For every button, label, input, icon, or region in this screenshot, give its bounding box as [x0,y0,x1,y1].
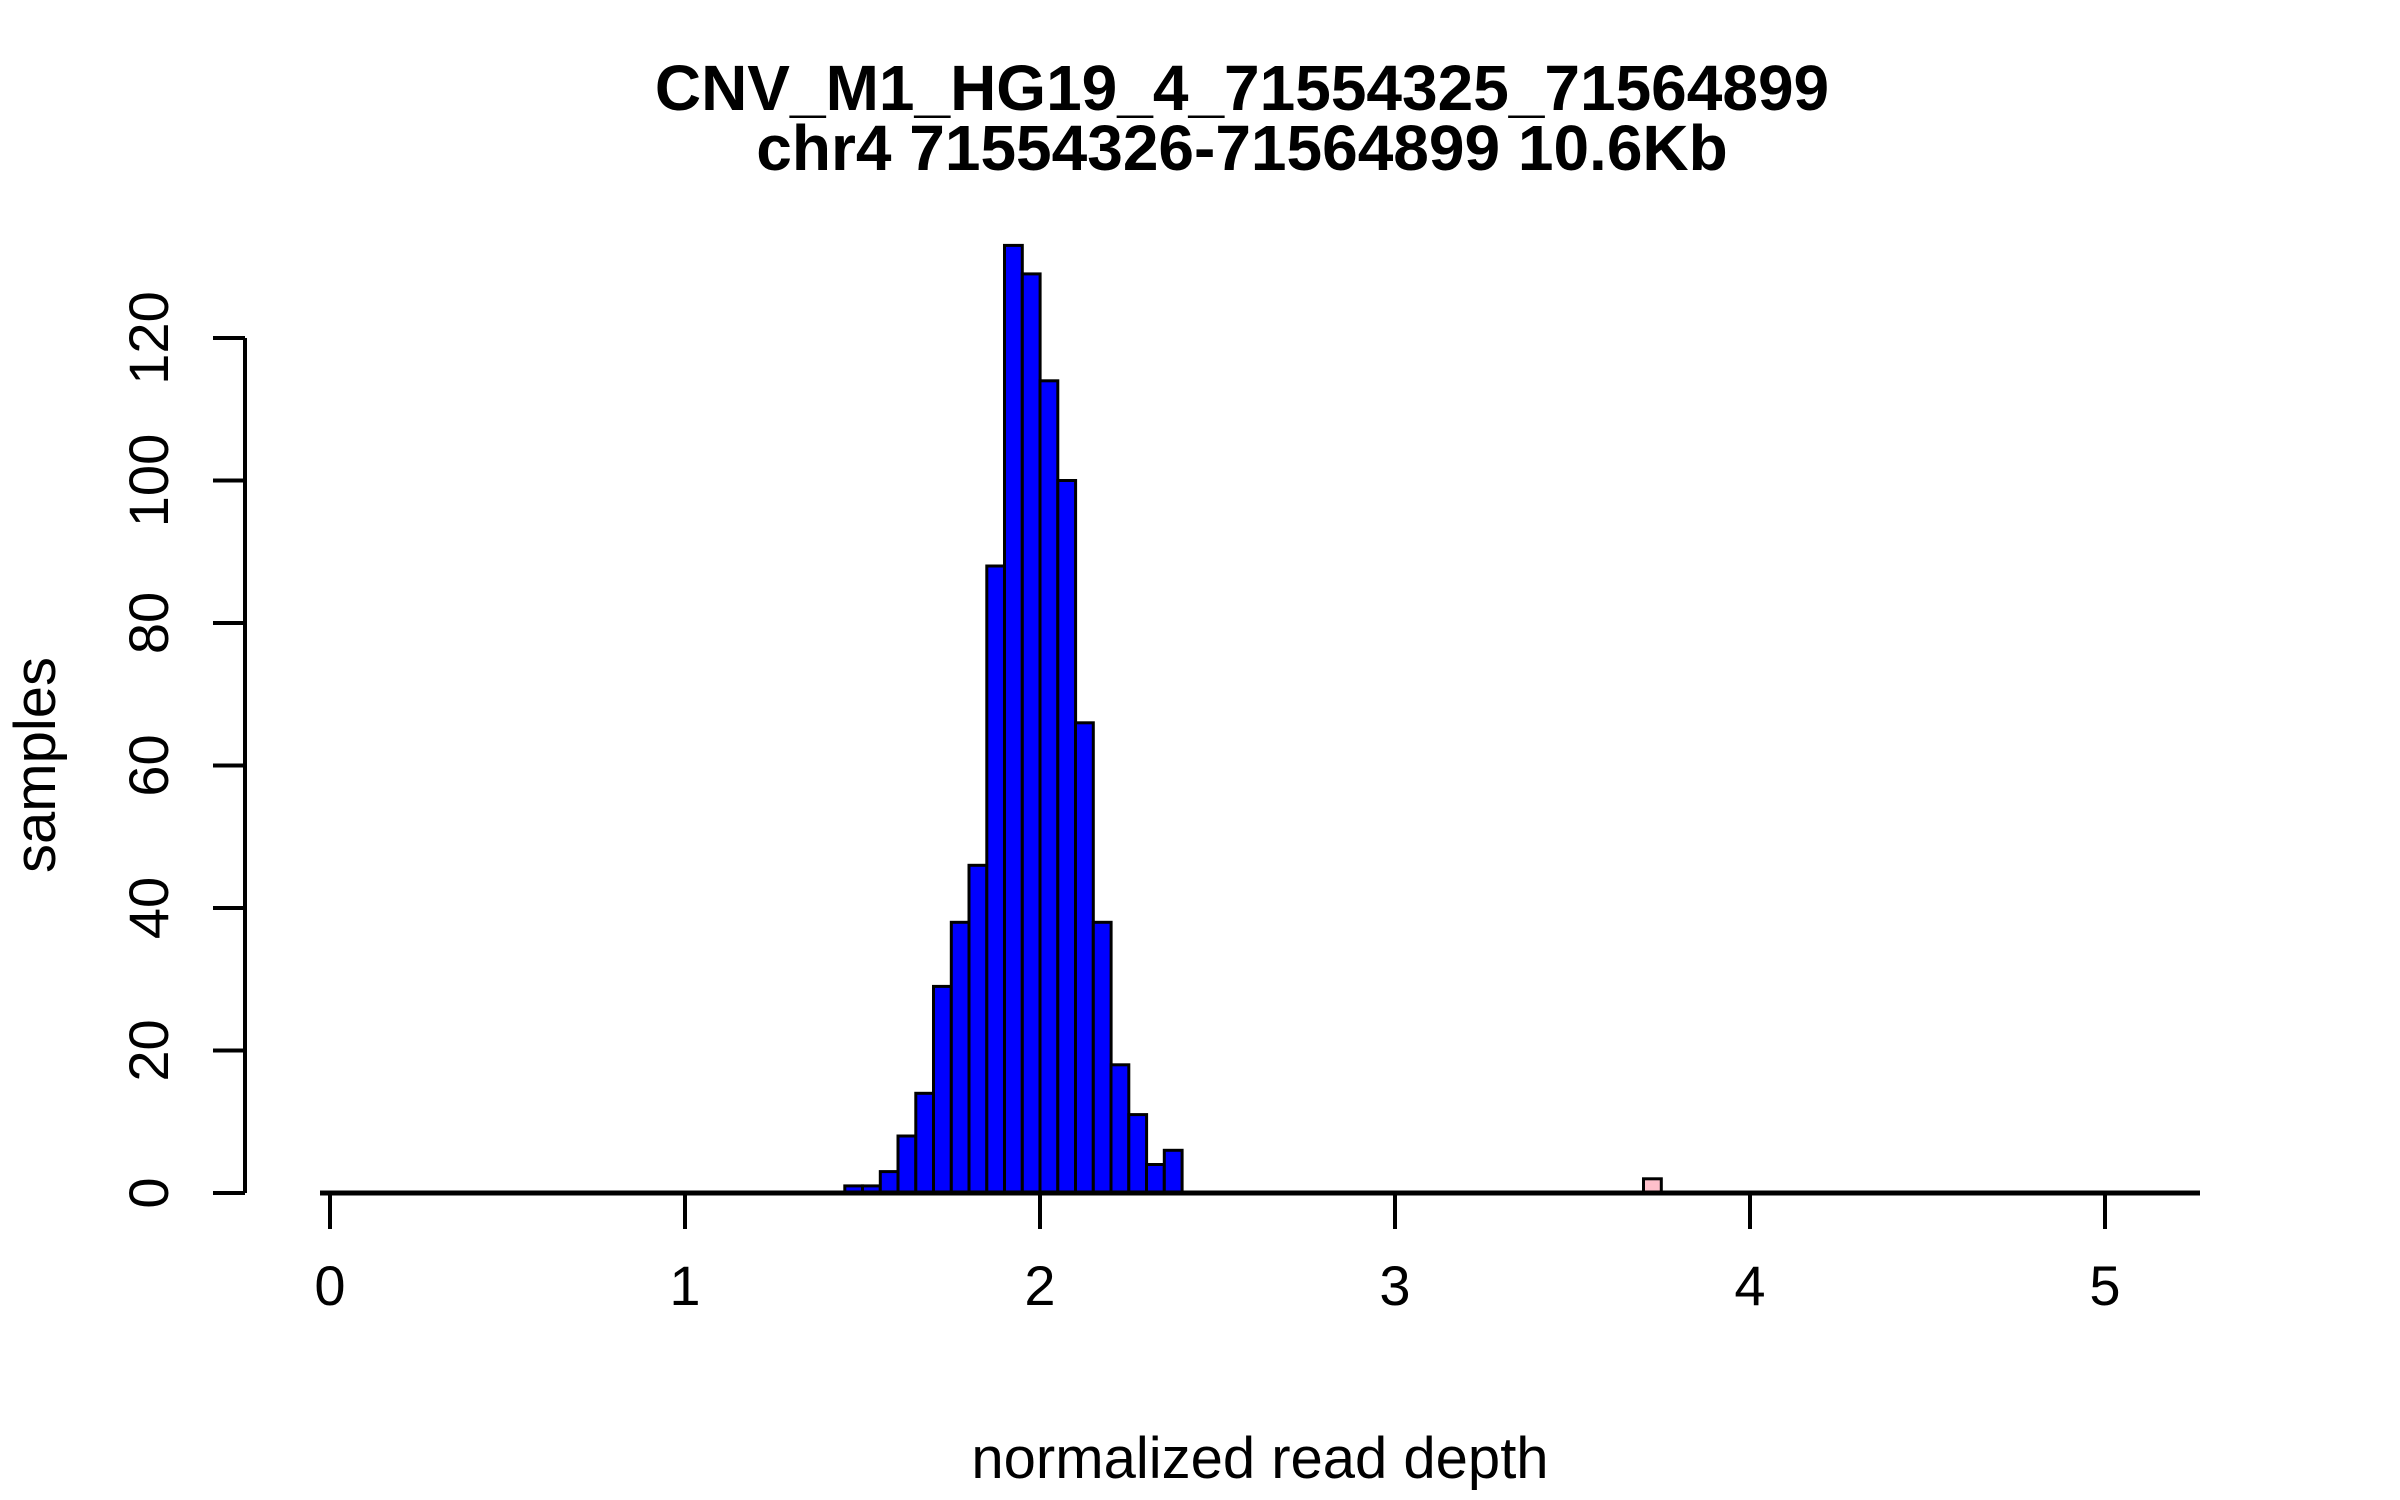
x-tick-label: 2 [1024,1254,1055,1317]
x-tick-label: 4 [1734,1254,1765,1317]
histogram-bar [878,1170,900,1195]
histogram-bar [967,863,989,1195]
histogram-bar [985,564,1007,1195]
y-axis-title: samples [3,657,68,873]
x-tick-label: 5 [2089,1254,2120,1317]
histogram-bar [1038,379,1060,1195]
y-tick-label: 60 [117,734,180,796]
y-tick-label: 80 [117,592,180,654]
histogram-bar [1020,272,1042,1195]
histogram-bar [1003,243,1024,1195]
y-tick-label: 100 [117,434,180,527]
histogram-bar [1145,1163,1166,1195]
histogram-bar [1127,1113,1149,1195]
histogram-bar [1109,1063,1131,1195]
histogram-bar [914,1091,936,1195]
chart-subtitle: chr4 71554326-71564899 10.6Kb [756,112,1727,184]
histogram-bar [896,1134,918,1195]
bars-layer [843,243,1663,1195]
chart-title: CNV_M1_HG19_4_71554325_71564899 [655,52,1829,124]
y-tick-label: 0 [117,1177,180,1208]
histogram-bar [1074,721,1095,1195]
histogram-bar [1091,920,1113,1195]
histogram-bar [932,984,953,1195]
x-axis-title: normalized read depth [971,1426,1548,1491]
y-tick-label: 120 [117,291,180,384]
histogram-bar [949,920,971,1195]
histogram-bar [1162,1148,1184,1195]
x-tick-label: 3 [1379,1254,1410,1317]
y-tick-label: 40 [117,877,180,939]
axes-layer: 0 1 2 3 4 5 0 20 40 60 80 100 120 [117,291,2200,1317]
x-tick-label: 0 [314,1254,345,1317]
histogram-bar [1056,479,1078,1195]
y-tick-label: 20 [117,1019,180,1081]
x-tick-label: 1 [669,1254,700,1317]
